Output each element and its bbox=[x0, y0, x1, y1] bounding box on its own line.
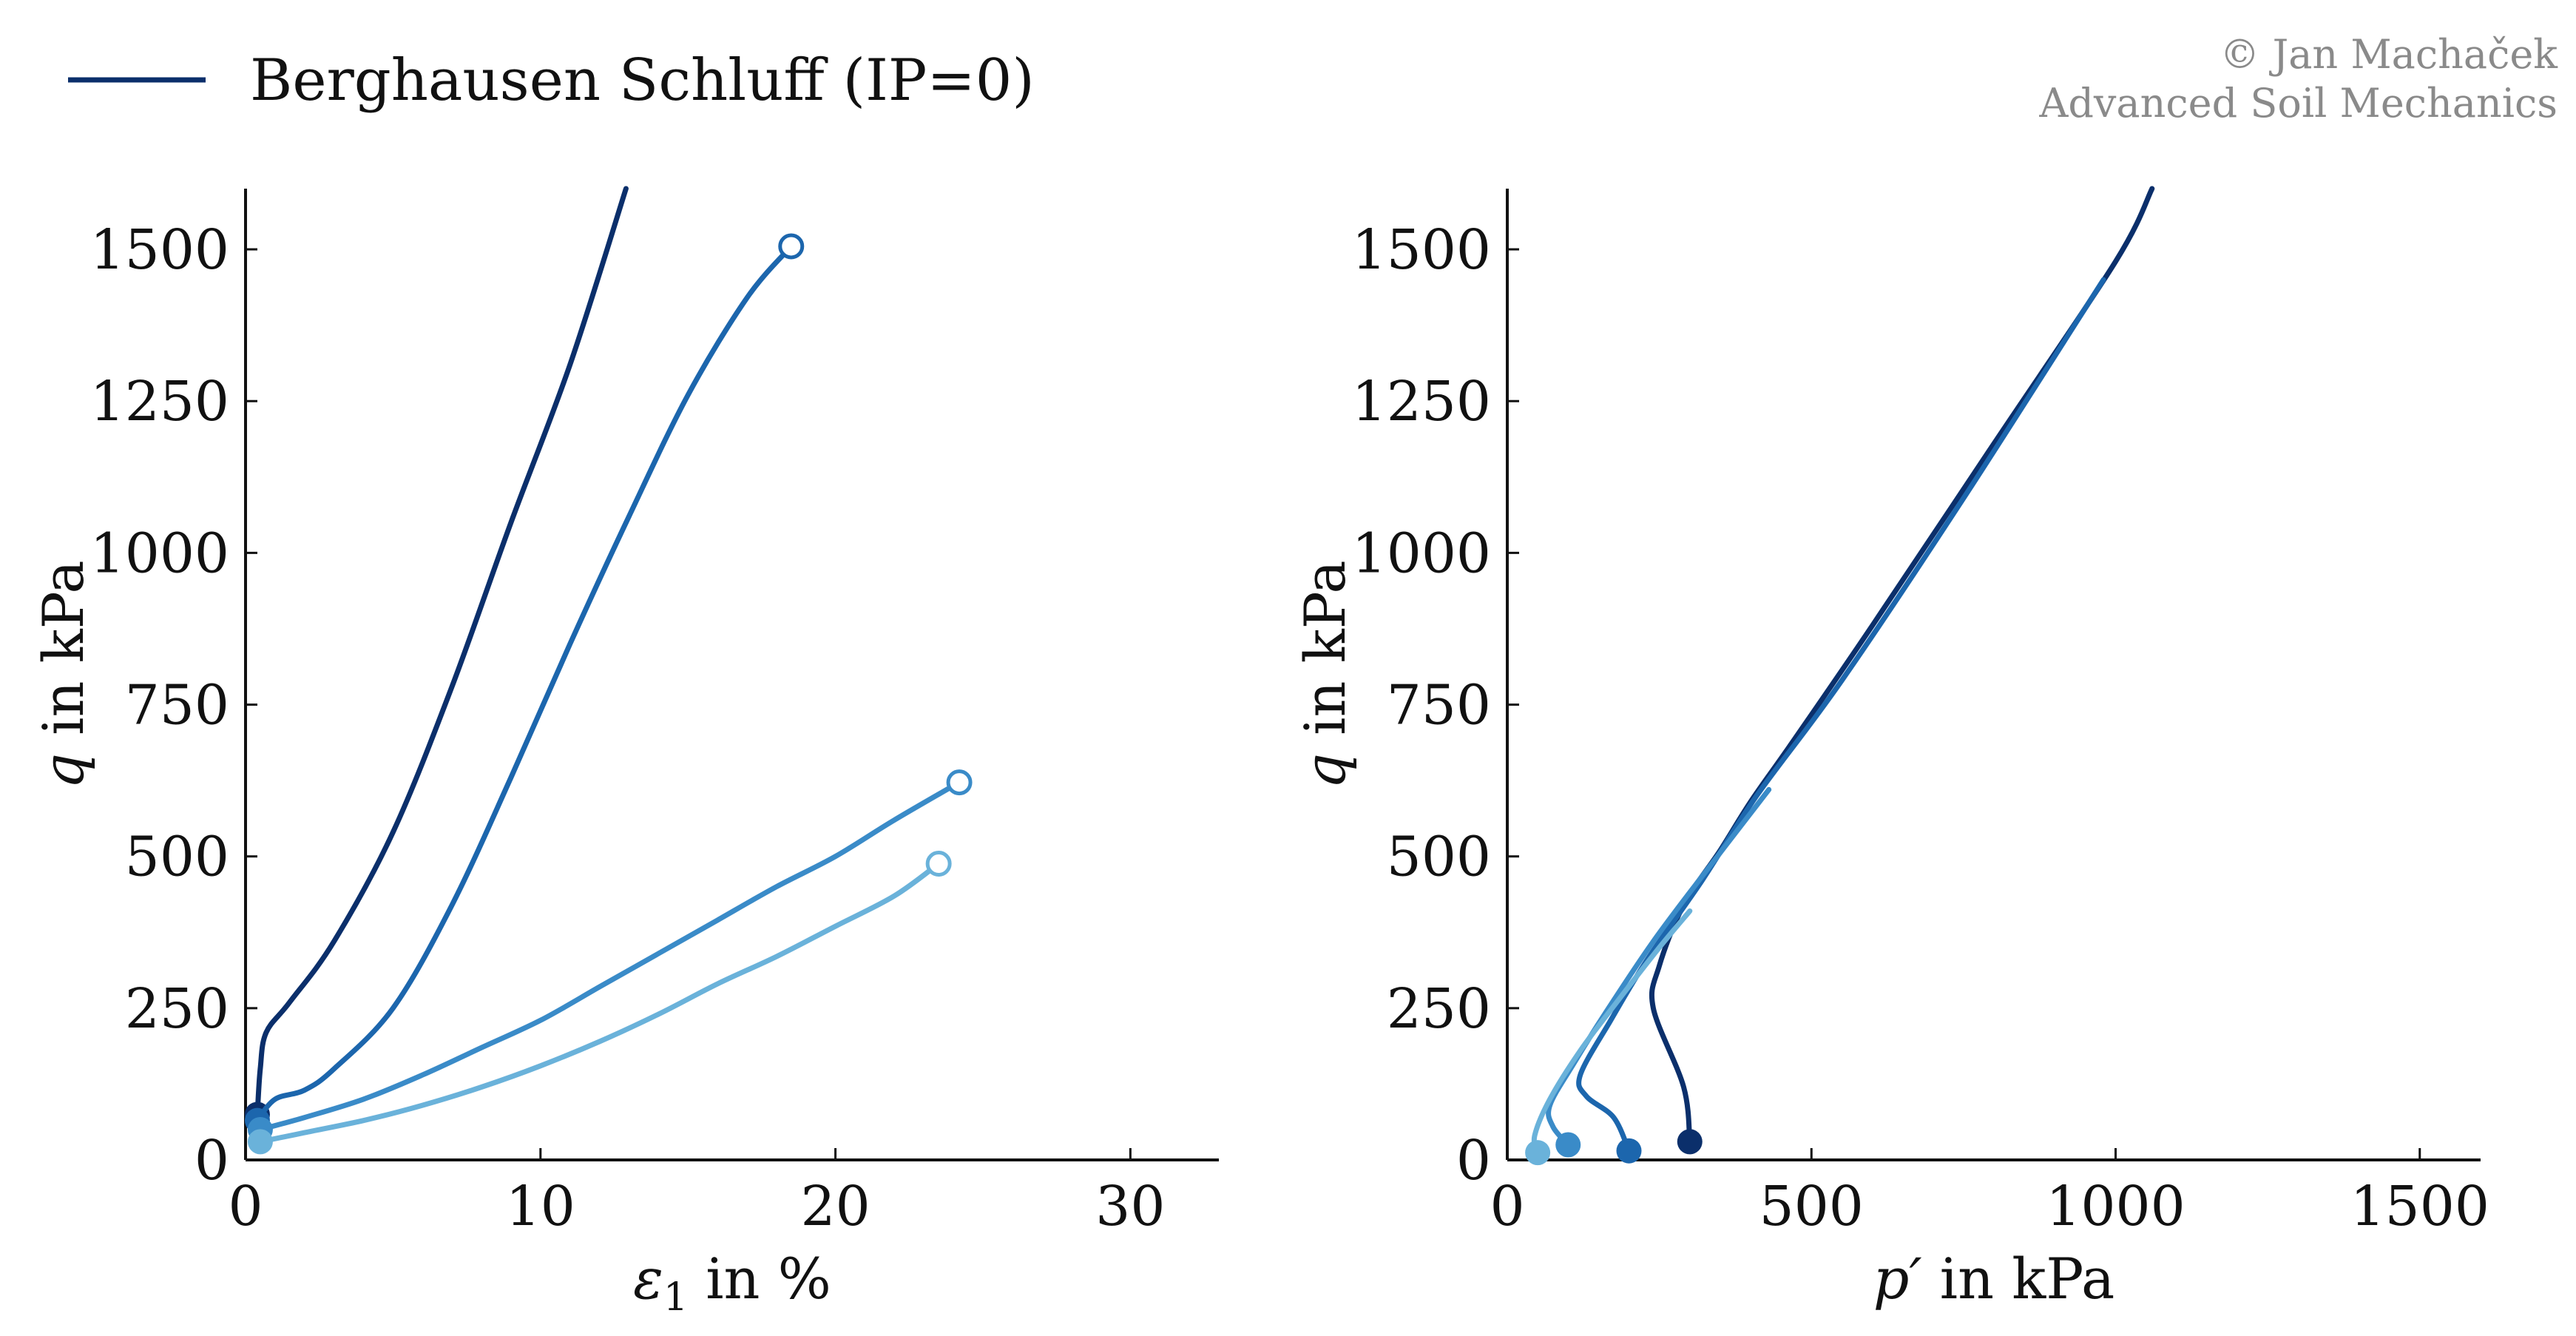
left-y-tick-label: 500 bbox=[125, 826, 229, 889]
left-y-tick-label: 750 bbox=[125, 674, 229, 738]
left-series-line-2 bbox=[254, 243, 794, 1124]
right-series-start-marker-1 bbox=[1677, 1129, 1703, 1155]
left-ticks: 0 10 20 30 0 250 500 750 1000 1250 1500 bbox=[90, 218, 1166, 1238]
left-x-tick-label: 20 bbox=[800, 1175, 870, 1238]
credit: © Jan Machaček Advanced Soil Mechanics bbox=[2038, 31, 2558, 126]
right-y-tick-label: 1000 bbox=[1352, 522, 1491, 585]
left-series-line-4 bbox=[257, 861, 942, 1144]
left-y-tick-label: 0 bbox=[195, 1129, 229, 1192]
right-y-tick-label: 750 bbox=[1387, 674, 1491, 738]
right-series-start-marker-2 bbox=[1616, 1138, 1642, 1164]
left-y-tick-label: 1000 bbox=[90, 522, 229, 585]
left-series-end-marker-4 bbox=[925, 851, 952, 877]
legend-label: Berghausen Schluff (IP=0) bbox=[250, 47, 1035, 114]
right-x-tick-label: 1000 bbox=[2046, 1175, 2185, 1238]
right-series-start-marker-4 bbox=[1525, 1140, 1551, 1166]
right-y-axis-label: q in kPa bbox=[1292, 560, 1358, 789]
right-x-tick-label: 500 bbox=[1759, 1175, 1864, 1238]
right-y-tick-label: 1500 bbox=[1352, 218, 1491, 282]
left-x-tick-label: 0 bbox=[228, 1175, 263, 1238]
right-series bbox=[1525, 186, 2155, 1166]
stress-strain-chart: 0 10 20 30 0 250 500 750 1000 1250 1500 ε1 in % q … bbox=[30, 186, 1219, 1320]
left-y-tick-label: 250 bbox=[125, 977, 229, 1041]
right-x-axis-label: p′ in kPa bbox=[1873, 1246, 2115, 1312]
legend: Berghausen Schluff (IP=0) bbox=[68, 47, 1035, 114]
left-x-tick-label: 10 bbox=[506, 1175, 575, 1238]
left-series-end-marker-2 bbox=[778, 233, 805, 260]
right-y-tick-label: 250 bbox=[1387, 977, 1491, 1041]
left-series bbox=[244, 186, 973, 1155]
left-series-line-3 bbox=[257, 780, 962, 1133]
right-x-tick-label: 1500 bbox=[2350, 1175, 2489, 1238]
left-x-axis-label: ε1 in % bbox=[633, 1246, 831, 1320]
left-y-tick-label: 1250 bbox=[90, 370, 229, 433]
left-series-start-marker-4 bbox=[247, 1129, 273, 1155]
right-series-line-4 bbox=[1531, 908, 1693, 1155]
right-series-line-1 bbox=[1649, 186, 2155, 1144]
stress-path-chart: 0 500 1000 1500 0 250 500 750 1000 1250 1500 p′ in… bbox=[1292, 186, 2489, 1312]
right-series-start-marker-3 bbox=[1555, 1132, 1581, 1158]
right-x-tick-label: 0 bbox=[1490, 1175, 1524, 1238]
left-series-end-marker-3 bbox=[946, 769, 973, 796]
right-y-tick-label: 500 bbox=[1387, 826, 1491, 889]
left-series-line-1 bbox=[254, 186, 629, 1117]
left-y-tick-label: 1500 bbox=[90, 218, 229, 282]
left-x-tick-label: 30 bbox=[1095, 1175, 1165, 1238]
right-y-tick-label: 0 bbox=[1456, 1129, 1491, 1192]
credit-course: Advanced Soil Mechanics bbox=[2038, 80, 2558, 126]
left-y-axis-label: q in kPa bbox=[30, 560, 96, 789]
credit-author: © Jan Machaček bbox=[2220, 31, 2558, 78]
right-ticks: 0 500 1000 1500 0 250 500 750 1000 1250 1500 bbox=[1352, 218, 2489, 1238]
right-y-tick-label: 1250 bbox=[1352, 370, 1491, 433]
